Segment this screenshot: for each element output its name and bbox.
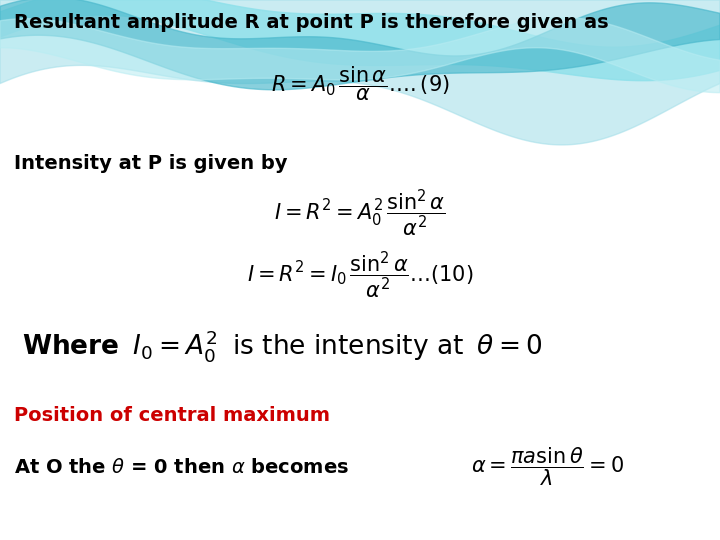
Text: $\alpha = \dfrac{\pi a\sin\theta}{\lambda} = 0$: $\alpha = \dfrac{\pi a\sin\theta}{\lambd… [471, 446, 624, 488]
Text: Intensity at P is given by: Intensity at P is given by [14, 154, 288, 173]
Text: $R = A_0\,\dfrac{\sin\alpha}{\alpha}\ldots.(9)$: $R = A_0\,\dfrac{\sin\alpha}{\alpha}\ldo… [271, 64, 449, 103]
Text: At O the $\theta$ = 0 then $\alpha$ becomes: At O the $\theta$ = 0 then $\alpha$ beco… [14, 457, 349, 477]
Text: Position of central maximum: Position of central maximum [14, 406, 330, 425]
Text: $\mathbf{Where}\;\; I_0 = A_0^2 \;\;\text{is the intensity at}\;\; \theta = 0$: $\mathbf{Where}\;\; I_0 = A_0^2 \;\;\tex… [22, 328, 542, 363]
Text: Resultant amplitude R at point P is therefore given as: Resultant amplitude R at point P is ther… [14, 14, 609, 32]
Text: $I = R^2 = I_0\,\dfrac{\sin^2\alpha}{\alpha^2}\ldots(10)$: $I = R^2 = I_0\,\dfrac{\sin^2\alpha}{\al… [247, 249, 473, 301]
Text: $I = R^2 = A_0^2\,\dfrac{\sin^2\alpha}{\alpha^2}$: $I = R^2 = A_0^2\,\dfrac{\sin^2\alpha}{\… [274, 187, 446, 239]
